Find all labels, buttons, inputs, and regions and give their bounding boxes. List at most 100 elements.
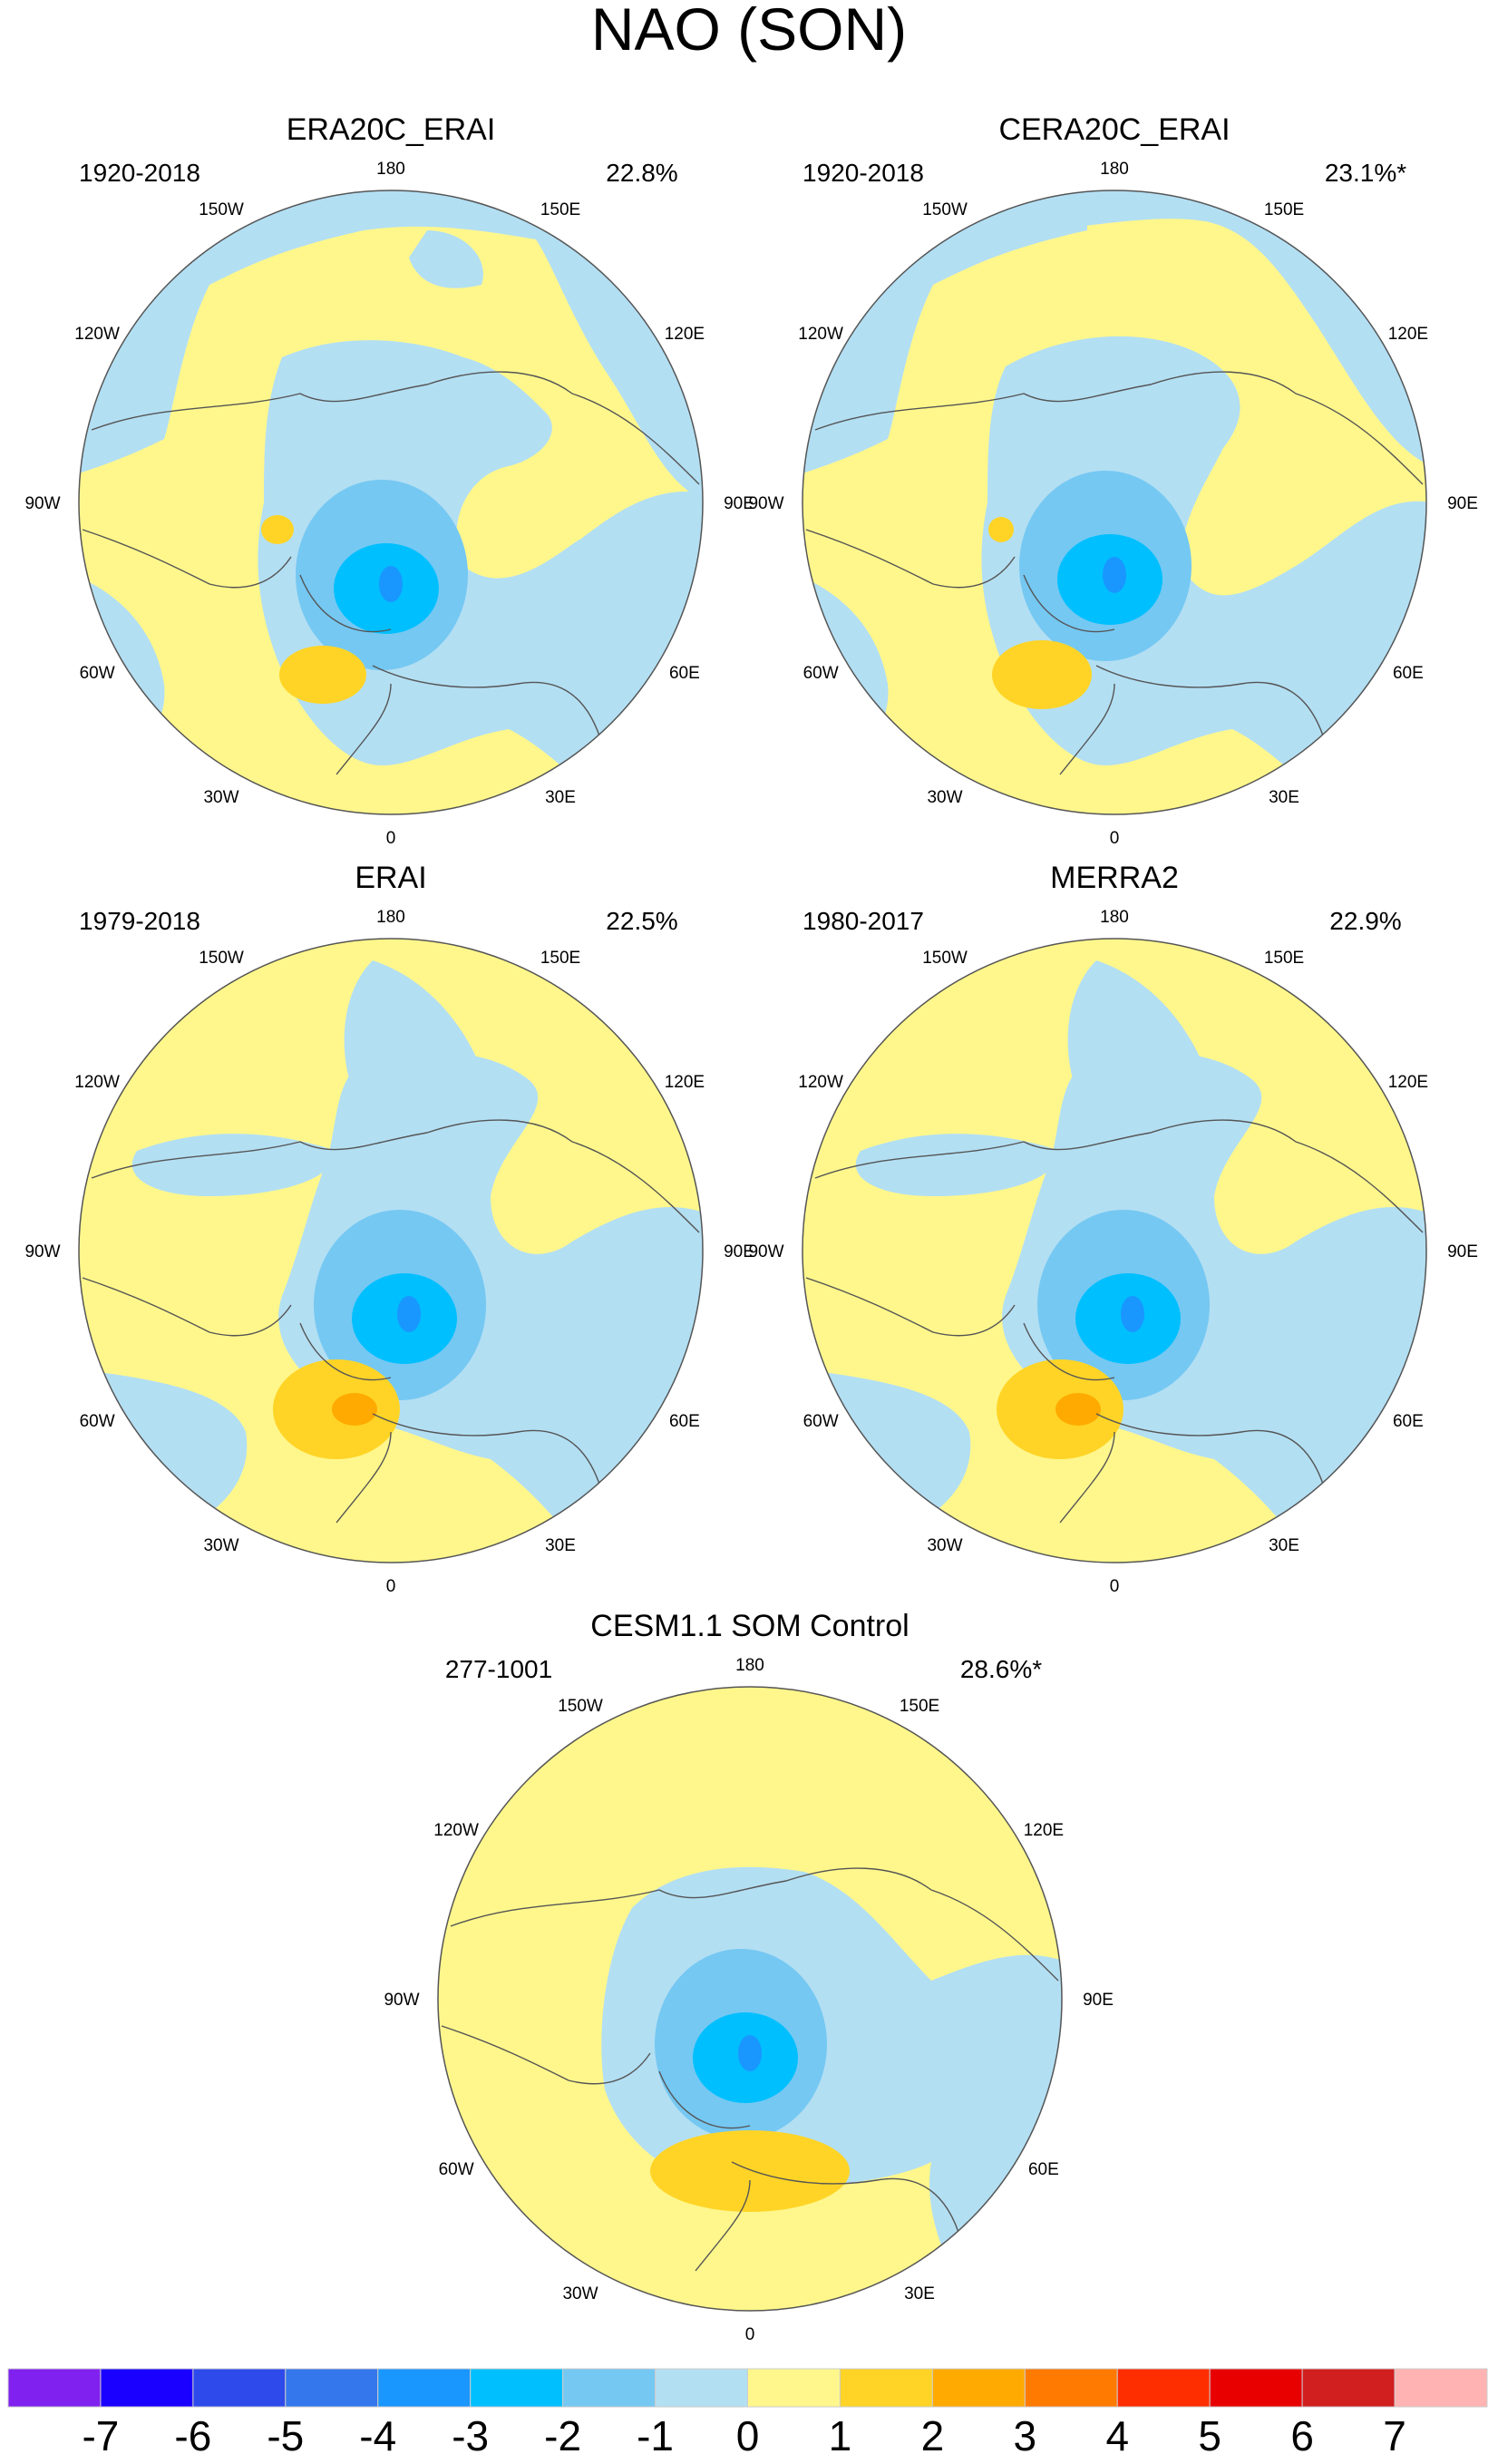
map-boundary (78, 190, 704, 815)
colorbar-tick-label: 2 (921, 2412, 945, 2459)
longitude-label: 30W (927, 788, 962, 807)
contour-negative-0-1 (258, 340, 703, 814)
contour-negative-3-4 (379, 566, 403, 602)
longitude-label: 150E (1264, 200, 1304, 219)
longitude-label: 180 (376, 160, 405, 179)
longitude-label: 120E (665, 1073, 705, 1092)
colorbar-swatch (470, 2368, 564, 2408)
panel-period: 277-1001 (445, 1655, 552, 1683)
colorbar-tick-label: 6 (1290, 2412, 1314, 2459)
colorbar-tick-label: 0 (736, 2412, 760, 2459)
panel-period: 1920-2018 (79, 159, 200, 187)
colorbar-tick-label: 1 (829, 2412, 852, 2459)
longitude-label: 120E (1024, 1821, 1064, 1840)
map-panel: 180 150E 120E 90E 60E 30E 0 30W 60W 90W 120W 150W ER… (24, 861, 754, 1596)
colorbar-tick-label: 3 (1014, 2412, 1037, 2459)
longitude-label: 180 (1100, 908, 1129, 927)
map-panel: 180 150E 120E 90E 60E 30E 0 30W 60W 90W 120W 150W ER… (24, 112, 754, 848)
map-panel: 180 150E 120E 90E 60E 30E 0 30W 60W 90W 120W 150W CE… (748, 112, 1477, 848)
longitude-label: 150E (900, 1697, 939, 1716)
contour-negative-3-4 (1121, 1296, 1144, 1332)
longitude-label: 150W (922, 949, 968, 968)
longitude-label: 120W (74, 325, 120, 344)
longitude-label: 30E (1269, 1536, 1299, 1555)
panel-title: CESM1.1 SOM Control (590, 1609, 909, 1643)
longitude-label: 60W (80, 664, 115, 683)
longitude-label: 90E (724, 494, 754, 513)
longitude-label: 0 (386, 1577, 396, 1596)
contour-positive-1-2 (279, 646, 366, 704)
panel-variance: 22.9% (1329, 907, 1401, 935)
longitude-label: 180 (376, 908, 405, 927)
longitude-label: 90W (24, 494, 60, 513)
map-boundary (802, 938, 1427, 1563)
longitude-label: 60E (1393, 1412, 1424, 1431)
longitude-label: 30E (904, 2284, 935, 2303)
longitude-label: 60E (1028, 2160, 1059, 2179)
longitude-label: 30W (562, 2284, 598, 2303)
map-panel: 180 150E 120E 90E 60E 30E 0 30W 60W 90W 120W 150W CE… (384, 1609, 1113, 2344)
longitude-label: 90W (384, 1991, 419, 2010)
contour-field (802, 190, 1426, 814)
longitude-label: 150E (540, 949, 580, 968)
contour-negative-0-1 (981, 336, 1426, 814)
map-panel: 180 150E 120E 90E 60E 30E 0 30W 60W 90W 120W 150W ME… (748, 861, 1477, 1596)
longitude-label: 60E (1393, 664, 1424, 683)
longitude-label: 60W (803, 664, 839, 683)
longitude-label: 180 (1100, 160, 1129, 179)
panel-title: MERRA2 (1050, 861, 1179, 895)
contour-negative-3-4 (397, 1296, 421, 1332)
contour-positive-1-2 (992, 640, 1092, 709)
longitude-label: 120E (1388, 1073, 1428, 1092)
panel-variance: 23.1%* (1325, 159, 1406, 187)
longitude-label: 150E (540, 200, 580, 219)
coastlines (805, 1119, 1424, 1524)
panel-title: ERAI (355, 861, 426, 895)
panel-period: 1979-2018 (79, 907, 200, 935)
colorbar-swatch (747, 2368, 841, 2408)
colorbar-swatch (1209, 2368, 1303, 2408)
colorbar-tick-label: 4 (1105, 2412, 1129, 2459)
longitude-label: 30E (545, 1536, 576, 1555)
longitude-label: 30E (1269, 788, 1299, 807)
coastlines (805, 371, 1424, 775)
longitude-label: 150W (199, 949, 244, 968)
longitude-label: 30W (203, 1536, 238, 1555)
longitude-label: 0 (745, 2325, 755, 2344)
colorbar-swatch (1394, 2368, 1488, 2408)
longitude-label: 90E (724, 1242, 754, 1261)
colorbar-swatch (100, 2368, 194, 2408)
colorbar-tick-label: -6 (174, 2412, 211, 2459)
panel-variance: 28.6%* (960, 1655, 1042, 1683)
colorbar-tick-label: -1 (637, 2412, 674, 2459)
contour-positive-2-3 (1055, 1393, 1101, 1426)
colorbar-tick-label: 5 (1198, 2412, 1221, 2459)
longitude-label: 150E (1264, 949, 1304, 968)
colorbar-swatch (562, 2368, 657, 2408)
coastlines (82, 1119, 700, 1524)
longitude-label: 120W (798, 1073, 843, 1092)
longitude-label: 150W (199, 200, 244, 219)
contour-field (79, 939, 703, 1563)
figure-title: NAO (SON) (591, 0, 907, 63)
colorbar-tick-label: 7 (1383, 2412, 1406, 2459)
contour-positive-1-2 (988, 517, 1014, 542)
colorbar-swatch (655, 2368, 748, 2408)
coastlines (82, 371, 700, 775)
contour-negative-0-1 (1002, 1052, 1426, 1563)
colorbar-swatch (192, 2368, 287, 2408)
longitude-label: 90E (1447, 1242, 1478, 1261)
longitude-label: 90E (1083, 1991, 1114, 2010)
colorbar-swatch (377, 2368, 472, 2408)
coastlines (441, 1867, 1059, 2272)
panel-variance: 22.8% (606, 159, 677, 187)
map-boundary (437, 1686, 1063, 2312)
longitude-label: 120E (1388, 325, 1428, 344)
longitude-label: 60E (669, 1412, 700, 1431)
colorbar-swatch (839, 2368, 933, 2408)
longitude-label: 90W (748, 494, 783, 513)
colorbar-swatch (285, 2368, 379, 2408)
longitude-label: 0 (1110, 829, 1120, 848)
longitude-label: 150W (922, 200, 968, 219)
